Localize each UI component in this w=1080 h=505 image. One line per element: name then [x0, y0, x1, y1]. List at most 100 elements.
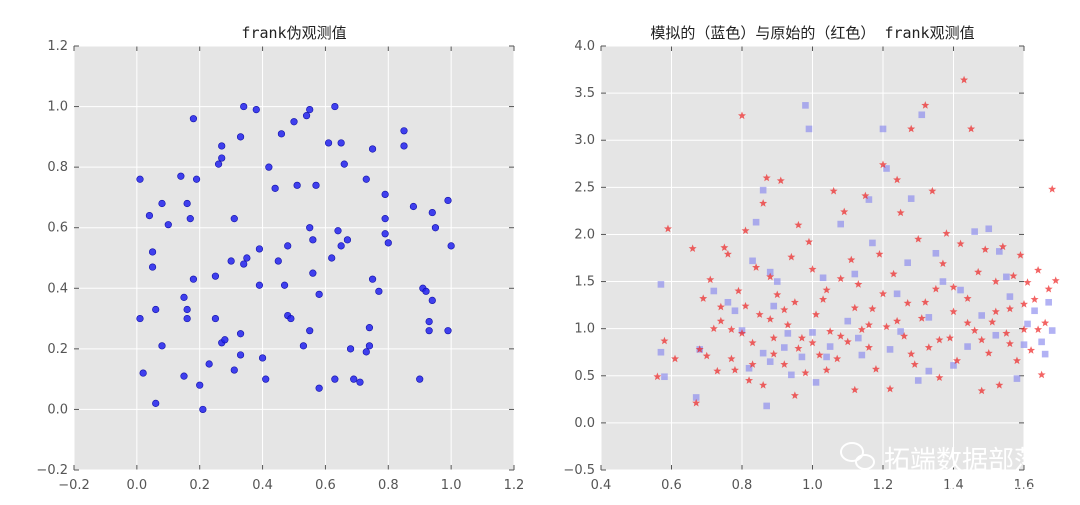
simulated-point	[865, 196, 873, 203]
x-tick-label: 1.2	[504, 478, 525, 493]
y-tick-label: 4.0	[574, 39, 595, 54]
original-point	[896, 208, 905, 217]
data-point	[258, 354, 267, 362]
original-point	[738, 111, 746, 120]
y-tick-label: 0.8	[47, 160, 68, 175]
original-point	[783, 320, 792, 329]
original-point	[928, 186, 937, 195]
simulated-point	[759, 349, 767, 357]
data-point	[255, 281, 264, 289]
data-point	[368, 275, 377, 283]
original-point	[921, 298, 930, 306]
data-point	[334, 227, 342, 235]
data-point	[262, 375, 270, 383]
y-tick-label: 2.5	[574, 180, 595, 195]
data-point	[381, 230, 389, 238]
data-point	[309, 236, 317, 244]
data-point	[422, 287, 430, 295]
original-point	[790, 298, 799, 306]
data-point	[177, 172, 185, 180]
simulated-point	[731, 307, 739, 315]
x-tick-label: 0.6	[661, 478, 682, 493]
x-tick-label: 0.4	[252, 478, 273, 493]
original-point	[1012, 356, 1021, 365]
simulated-point	[809, 329, 816, 336]
simulated-point	[939, 278, 947, 285]
original-point	[960, 75, 969, 84]
original-point	[1034, 325, 1043, 334]
x-tick-label: 0.4	[591, 478, 612, 493]
data-point	[365, 324, 374, 332]
data-point	[425, 318, 433, 326]
simulated-point	[724, 298, 732, 306]
simulated-point	[996, 248, 1003, 255]
simulated-point	[763, 402, 770, 410]
data-point	[158, 342, 166, 350]
data-point	[306, 105, 314, 114]
original-point	[769, 333, 778, 342]
original-point	[886, 384, 895, 393]
original-point	[734, 286, 743, 295]
simulated-point	[1031, 307, 1038, 315]
simulated-point	[812, 379, 820, 386]
original-point	[730, 365, 739, 374]
original-point	[826, 327, 835, 335]
data-point	[136, 175, 144, 183]
original-point	[653, 372, 662, 381]
watermark: 拓端数据部落 CSDN @拓端研究室	[840, 442, 1049, 501]
original-point	[797, 333, 806, 342]
original-point	[949, 283, 958, 291]
simulated-point	[1013, 375, 1021, 382]
original-point	[949, 307, 958, 316]
original-point	[1005, 339, 1014, 348]
data-point	[290, 118, 298, 126]
original-point	[854, 280, 863, 288]
data-point	[428, 296, 436, 305]
simulated-point	[869, 239, 876, 247]
x-tick-label: 0.2	[189, 478, 210, 493]
original-point	[713, 366, 722, 375]
data-point	[189, 115, 198, 123]
simulated-point	[985, 225, 993, 233]
data-point	[302, 112, 311, 120]
simulated-point	[932, 249, 940, 257]
simulated-point	[819, 274, 827, 282]
data-point	[240, 102, 248, 111]
original-point	[924, 343, 933, 351]
original-point	[769, 349, 778, 358]
data-point	[447, 242, 455, 250]
data-point	[152, 305, 160, 314]
original-point	[917, 314, 926, 322]
original-point	[956, 239, 965, 248]
y-tick-label: 1.5	[574, 275, 595, 290]
original-point	[991, 277, 1000, 285]
data-point	[221, 336, 229, 344]
data-point	[243, 254, 251, 262]
simulated-point	[788, 371, 795, 379]
data-point	[186, 215, 194, 223]
y-tick-label: −0.2	[36, 463, 68, 478]
data-point	[416, 375, 424, 383]
simulated-point	[759, 186, 767, 194]
simulated-point	[837, 220, 844, 228]
simulated-point	[855, 334, 862, 342]
original-point	[748, 360, 757, 368]
original-point	[1030, 295, 1039, 303]
original-point	[808, 265, 817, 273]
data-point	[183, 199, 191, 208]
original-point	[836, 332, 845, 340]
original-point	[857, 325, 866, 334]
original-point	[819, 295, 828, 303]
original-point	[727, 325, 736, 334]
data-point	[236, 133, 245, 141]
simulated-point	[886, 346, 894, 353]
original-point	[748, 338, 757, 347]
original-point	[822, 285, 831, 294]
data-point	[218, 142, 226, 150]
original-point	[893, 316, 902, 325]
y-tick-label: 3.5	[574, 86, 595, 101]
data-point	[205, 360, 213, 368]
original-point	[963, 294, 972, 302]
watermark-brand: 拓端数据部落	[884, 446, 1040, 476]
original-point	[984, 348, 993, 357]
